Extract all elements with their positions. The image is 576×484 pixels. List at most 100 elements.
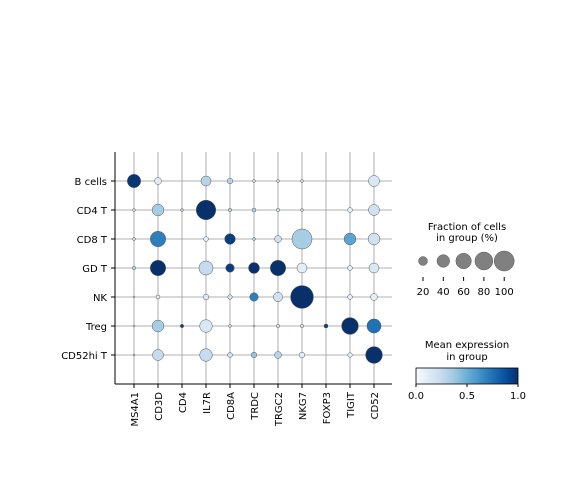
- dot-nkg7-b-cells: [300, 179, 304, 183]
- dot-cd52-treg: [366, 318, 382, 334]
- x-tick-label: MS4A1: [130, 392, 141, 427]
- dot-nkg7-gd-t: [296, 262, 308, 274]
- dot-trdc-cd8-t: [252, 237, 256, 241]
- y-tick-label: NK: [93, 293, 107, 304]
- dot-ms4a1-cd4-t: [132, 208, 136, 212]
- dot-trgc2-cd52hi-t: [274, 351, 282, 359]
- x-tick-label: IL7R: [202, 392, 213, 414]
- dot-cd8a-gd-t: [225, 263, 235, 273]
- y-tick-label: Treg: [85, 322, 107, 333]
- dot-ms4a1-nk: [132, 295, 136, 299]
- size-legend-label: 20: [417, 287, 430, 298]
- size-legend-label: 80: [478, 287, 491, 298]
- dot-ms4a1-gd-t: [132, 266, 136, 270]
- x-tick-label: FOXP3: [322, 392, 333, 424]
- x-tick-label: CD52: [370, 392, 381, 419]
- dot-nkg7-treg: [300, 324, 304, 328]
- dot-cd4-cd4-t: [180, 208, 184, 212]
- dot-trgc2-nk: [273, 292, 283, 302]
- dot-cd3d-cd4-t: [151, 203, 165, 217]
- dot-il7r-treg: [199, 319, 213, 333]
- dot-il7r-cd8-t: [203, 236, 209, 242]
- size-legend-title: Fraction of cells: [428, 222, 506, 233]
- dot-trgc2-treg: [276, 324, 280, 328]
- dot-nkg7-cd8-t: [291, 228, 313, 250]
- dot-cd3d-cd8-t: [150, 231, 166, 247]
- size-legend-dot: [418, 256, 428, 266]
- size-legend-dot: [493, 250, 515, 272]
- size-legend-dot: [436, 254, 450, 268]
- size-legend-dot: [474, 251, 494, 271]
- color-legend-title: Mean expression: [425, 340, 509, 351]
- colorbar-tick-label: 0.0: [408, 391, 424, 402]
- dot-cd3d-treg: [151, 319, 165, 333]
- colorbar-tick-label: 0.5: [459, 391, 475, 402]
- y-tick-label: CD4 T: [77, 206, 108, 217]
- dot-trdc-cd52hi-t: [250, 351, 258, 359]
- dot-trdc-gd-t: [248, 262, 260, 274]
- dot-ms4a1-cd8-t: [132, 237, 136, 241]
- dot-ms4a1-treg: [132, 324, 136, 328]
- dot-cd4-treg: [180, 324, 184, 328]
- dot-nkg7-cd4-t: [300, 208, 304, 212]
- dot-cd8a-cd4-t: [228, 208, 232, 212]
- dot-cd8a-treg: [228, 324, 232, 328]
- dot-tigit-gd-t: [347, 265, 353, 271]
- dot-foxp3-treg: [323, 323, 329, 329]
- y-tick-label: B cells: [75, 177, 107, 188]
- dot-trgc2-cd8-t: [274, 235, 282, 243]
- dot-cd52-cd8-t: [367, 232, 381, 246]
- dot-cd52-gd-t: [368, 262, 380, 274]
- dot-il7r-nk: [202, 293, 210, 301]
- x-tick-label: CD3D: [154, 392, 165, 421]
- dot-cd3d-cd52hi-t: [152, 349, 164, 361]
- x-tick-label: CD4: [178, 392, 189, 413]
- dot-il7r-gd-t: [198, 260, 214, 276]
- dot-il7r-b-cells: [200, 175, 212, 187]
- dot-cd52-cd52hi-t: [365, 346, 383, 364]
- size-legend-label: 40: [437, 287, 450, 298]
- colorbar-tick-label: 1.0: [510, 391, 526, 402]
- dot-trdc-cd4-t: [251, 207, 257, 213]
- dot-il7r-cd52hi-t: [199, 348, 213, 362]
- dot-il7r-cd4-t: [196, 200, 216, 220]
- x-tick-label: CD8A: [226, 392, 237, 420]
- dot-trdc-b-cells: [252, 179, 256, 183]
- dot-cd8a-b-cells: [226, 177, 234, 185]
- dot-cd3d-b-cells: [154, 177, 162, 185]
- dot-cd3d-gd-t: [150, 260, 166, 276]
- size-legend-label: 100: [495, 287, 514, 298]
- dot-tigit-treg: [341, 317, 359, 335]
- dot-trdc-treg: [252, 324, 256, 328]
- dot-cd8a-nk: [227, 294, 233, 300]
- size-legend-dot: [455, 253, 472, 269]
- dot-tigit-nk: [347, 294, 353, 300]
- dot-tigit-cd52hi-t: [347, 352, 353, 358]
- y-tick-label: CD8 T: [77, 235, 108, 246]
- y-tick-label: CD52hi T: [61, 351, 108, 362]
- dot-cd52-cd4-t: [368, 204, 380, 216]
- dot-nkg7-nk: [290, 285, 314, 309]
- x-tick-label: TRGC2: [274, 392, 285, 427]
- dot-trdc-nk: [249, 292, 259, 302]
- dot-ms4a1-b-cells: [127, 174, 141, 188]
- color-legend-title: in group: [446, 352, 487, 363]
- dot-tigit-cd8-t: [343, 232, 357, 246]
- dot-layer: [127, 174, 383, 364]
- x-tick-label: TRDC: [250, 392, 261, 421]
- x-tick-label: TIGIT: [346, 391, 357, 419]
- dot-ms4a1-cd52hi-t: [132, 353, 136, 357]
- dot-tigit-cd4-t: [347, 207, 353, 213]
- dot-nkg7-cd52hi-t: [298, 351, 306, 359]
- colorbar: [415, 367, 519, 385]
- dot-trgc2-cd4-t: [276, 208, 280, 212]
- y-tick-label: GD T: [82, 264, 108, 275]
- dot-cd8a-cd52hi-t: [227, 352, 233, 358]
- dot-trgc2-gd-t: [270, 260, 286, 276]
- dot-trgc2-b-cells: [276, 179, 280, 183]
- dot-cd3d-nk: [155, 294, 161, 300]
